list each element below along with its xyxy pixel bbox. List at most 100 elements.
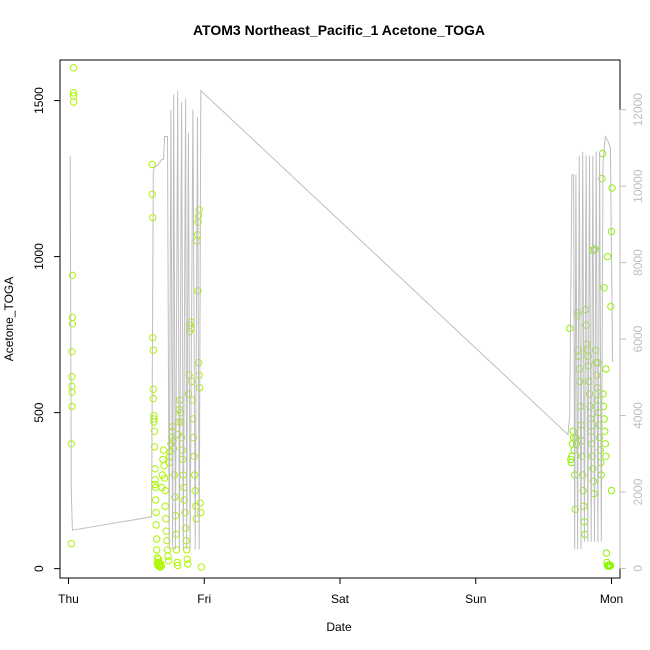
y2-tick-label: 10000 (631, 169, 645, 203)
data-point (68, 402, 76, 411)
data-point (157, 562, 166, 570)
data-point (163, 546, 172, 554)
data-point (155, 558, 163, 567)
data-point (598, 149, 607, 158)
y-axis-left: 0 500 1000 1500 (32, 87, 61, 572)
y2-tick-label: 0 (631, 565, 645, 572)
data-point (69, 92, 78, 100)
data-point (69, 89, 78, 97)
data-point (589, 465, 597, 473)
data-point (190, 452, 198, 460)
data-point (69, 98, 78, 106)
data-point (163, 536, 171, 545)
data-point (601, 427, 609, 435)
data-point (148, 160, 156, 169)
data-point (68, 271, 77, 279)
data-point (189, 433, 198, 442)
data-point (159, 455, 167, 464)
data-point (607, 302, 615, 311)
data-point (160, 462, 168, 470)
data-point (173, 558, 181, 567)
y2-tick-label: 6000 (631, 325, 645, 352)
data-point (578, 452, 586, 460)
data-point (594, 359, 602, 367)
data-point (594, 396, 602, 404)
chart-title: ATOM3 Northeast_Pacific_1 Acetone_TOGA (193, 22, 485, 38)
data-point (149, 346, 158, 354)
y2-tick-label: 8000 (631, 249, 645, 276)
x-tick-label: Mon (600, 592, 623, 606)
data-point (68, 388, 76, 396)
data-point (582, 321, 590, 329)
data-point (177, 433, 186, 442)
data-point (197, 563, 206, 571)
data-point (579, 486, 587, 495)
data-point (149, 394, 158, 403)
data-point (68, 382, 76, 390)
data-point (160, 474, 169, 482)
series-line-right-axis (69, 89, 614, 550)
data-point (588, 452, 596, 460)
data-point (151, 496, 160, 504)
data-point (599, 390, 607, 398)
data-point (172, 530, 180, 538)
data-point (596, 446, 604, 454)
data-point (69, 64, 78, 72)
data-point (149, 385, 158, 393)
data-point (192, 515, 201, 523)
data-point (196, 499, 205, 507)
data-point (181, 524, 190, 532)
data-point (153, 535, 161, 543)
y-tick-label: 500 (32, 402, 46, 422)
data-point (172, 546, 181, 554)
data-point (577, 421, 585, 429)
data-point (602, 365, 610, 373)
y2-tick-label: 12000 (631, 93, 645, 127)
data-point (603, 252, 612, 261)
data-point (174, 561, 182, 570)
data-point (602, 549, 611, 557)
x-tick-label: Sun (465, 592, 486, 606)
data-point (599, 402, 608, 411)
data-point (153, 546, 161, 554)
data-point (606, 562, 614, 570)
data-point (161, 486, 169, 495)
x-tick-label: Fri (197, 592, 211, 606)
data-point (197, 508, 205, 517)
data-point (598, 174, 606, 183)
x-tick-label: Sat (331, 592, 350, 606)
data-point (602, 452, 610, 460)
data-point (182, 536, 190, 545)
data-point (68, 348, 76, 356)
data-point (68, 320, 77, 328)
series-layer (67, 64, 616, 571)
data-point (595, 433, 604, 442)
data-point (607, 486, 616, 495)
data-point (195, 206, 203, 214)
x-axis: Thu Fri Sat Sun Mon (58, 577, 623, 606)
y2-tick-label: 2000 (631, 478, 645, 505)
data-point (566, 324, 574, 333)
data-point (159, 446, 168, 454)
y-tick-label: 1500 (32, 87, 46, 114)
y-tick-label: 0 (32, 565, 46, 572)
data-point (170, 471, 179, 479)
data-point (150, 415, 158, 423)
y-axis-right: 0 2000 4000 6000 8000 10000 12000 (619, 93, 645, 572)
data-point (152, 521, 160, 529)
data-point (184, 390, 193, 398)
data-point (150, 427, 159, 435)
data-point (162, 515, 170, 523)
x-tick-label: Thu (58, 592, 79, 606)
data-point (164, 552, 172, 560)
x-axis-label: Date (326, 620, 352, 634)
data-point (600, 284, 608, 292)
data-point (161, 502, 169, 510)
data-point (601, 440, 609, 448)
data-point (183, 555, 192, 563)
data-point (606, 561, 615, 570)
data-point (152, 508, 160, 517)
data-point (67, 540, 76, 548)
data-point (170, 444, 178, 453)
